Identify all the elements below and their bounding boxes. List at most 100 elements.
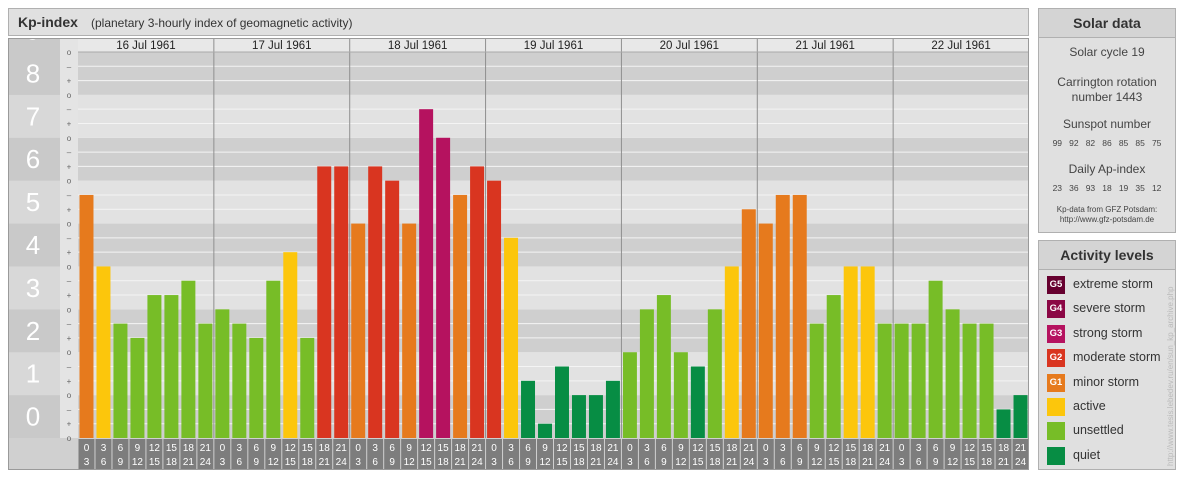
kp-bar xyxy=(249,337,264,438)
kp-bar xyxy=(571,395,586,438)
kp-bar xyxy=(419,109,434,438)
hour-end-label: 21 xyxy=(319,457,331,468)
hour-end-label: 21 xyxy=(862,457,874,468)
hour-end-label: 12 xyxy=(675,457,687,468)
y-minor-mark: – xyxy=(67,363,72,372)
hour-cell xyxy=(333,439,350,469)
y-minor-mark: + xyxy=(67,377,72,386)
y-tick-label: 9 xyxy=(26,38,40,46)
hour-start-label: 3 xyxy=(916,443,922,454)
hour-cell xyxy=(520,439,537,469)
y-minor-mark: – xyxy=(67,320,72,329)
hour-end-label: 9 xyxy=(254,457,260,468)
y-tick-label: 6 xyxy=(26,144,40,174)
kp-bar xyxy=(164,295,179,438)
hour-start-label: 3 xyxy=(780,443,786,454)
hour-end-label: 18 xyxy=(166,457,178,468)
hour-end-label: 6 xyxy=(372,457,378,468)
hour-end-label: 9 xyxy=(661,457,667,468)
kp-bar xyxy=(283,252,298,438)
hour-cell xyxy=(112,439,129,469)
source-link[interactable]: http://www.gfz-potsdam.de xyxy=(1059,215,1155,224)
kp-bar xyxy=(215,309,230,438)
hour-end-label: 18 xyxy=(981,457,993,468)
hour-cell xyxy=(842,439,859,469)
kp-bar xyxy=(996,409,1011,438)
hour-cell xyxy=(435,439,452,469)
hour-cell xyxy=(672,439,689,469)
day-label: 20 Jul 1961 xyxy=(660,40,719,52)
hour-start-label: 12 xyxy=(692,443,704,454)
y-minor-mark: + xyxy=(67,248,72,257)
hour-start-label: 12 xyxy=(828,443,840,454)
kp-bar xyxy=(453,194,468,438)
kp-bar xyxy=(504,237,519,438)
kp-bar xyxy=(622,352,637,438)
ap-values: 23 36 93 18 19 35 12 xyxy=(1052,183,1162,193)
hour-cell xyxy=(554,439,570,469)
hour-end-label: 12 xyxy=(811,457,823,468)
hour-start-label: 6 xyxy=(118,443,124,454)
hour-end-label: 9 xyxy=(797,457,803,468)
hour-cell xyxy=(723,439,740,469)
hour-cell xyxy=(706,439,723,469)
y-minor-mark: o xyxy=(67,348,72,357)
kp-bar xyxy=(147,295,162,438)
hour-start-label: 15 xyxy=(845,443,857,454)
hour-cell xyxy=(350,439,367,469)
kp-bar xyxy=(588,395,603,438)
legend-swatch: G4 xyxy=(1047,300,1065,318)
hour-cell xyxy=(859,439,876,469)
kp-bar xyxy=(181,280,196,438)
hour-start-label: 18 xyxy=(862,443,874,454)
legend-label: severe storm xyxy=(1073,301,1146,315)
hour-end-label: 12 xyxy=(947,457,959,468)
kp-bar xyxy=(792,194,807,438)
hour-cell xyxy=(638,439,655,469)
legend-swatch xyxy=(1047,422,1065,440)
y-minor-mark: + xyxy=(67,420,72,429)
y-minor-mark: o xyxy=(67,220,72,229)
hour-end-label: 6 xyxy=(644,457,650,468)
kp-bar xyxy=(351,223,366,438)
solar-data-title: Solar data xyxy=(1039,9,1175,38)
chart-subtitle: (planetary 3-hourly index of geomagnetic… xyxy=(91,16,353,30)
kp-bar xyxy=(232,323,247,438)
hour-start-label: 6 xyxy=(254,443,260,454)
hour-end-label: 6 xyxy=(780,457,786,468)
hour-end-label: 9 xyxy=(933,457,939,468)
hour-end-label: 15 xyxy=(556,457,568,468)
hour-start-label: 6 xyxy=(525,443,531,454)
hour-cell xyxy=(808,439,825,469)
hour-start-label: 21 xyxy=(336,443,348,454)
hour-end-label: 12 xyxy=(132,457,144,468)
activity-levels-panel: Activity levels G5 extreme storm G4 seve… xyxy=(1038,240,1176,470)
y-tick-label: 7 xyxy=(26,101,40,131)
legend-swatch: G2 xyxy=(1047,349,1065,367)
kp-bar xyxy=(843,266,858,438)
hour-end-label: 12 xyxy=(539,457,551,468)
legend-label: quiet xyxy=(1073,448,1101,462)
kp-bar xyxy=(79,194,94,438)
kp-bar xyxy=(96,266,111,438)
sunspot-title: Sunspot number xyxy=(1062,117,1152,131)
hour-cell xyxy=(418,439,435,469)
hour-end-label: 12 xyxy=(404,457,416,468)
hour-start-label: 21 xyxy=(607,443,619,454)
hour-cell xyxy=(655,439,672,469)
legend-label: unsettled xyxy=(1073,423,1124,437)
kp-bar xyxy=(113,323,128,438)
hour-cell xyxy=(146,439,163,469)
legend-swatch: G5 xyxy=(1047,276,1065,294)
carrington-rotation-line2: number 1443 xyxy=(1071,90,1143,104)
solar-data-panel: Solar data Solar cycle 19 Carrington rot… xyxy=(1038,8,1176,233)
hour-start-label: 6 xyxy=(389,443,395,454)
hour-end-label: 6 xyxy=(916,457,922,468)
hour-cell xyxy=(876,439,893,469)
hour-cell xyxy=(214,439,231,469)
hour-start-label: 3 xyxy=(101,443,107,454)
y-tick-label: 2 xyxy=(26,316,40,346)
hour-start-label: 15 xyxy=(438,443,450,454)
hour-cell xyxy=(452,439,469,469)
hour-end-label: 3 xyxy=(355,457,361,468)
